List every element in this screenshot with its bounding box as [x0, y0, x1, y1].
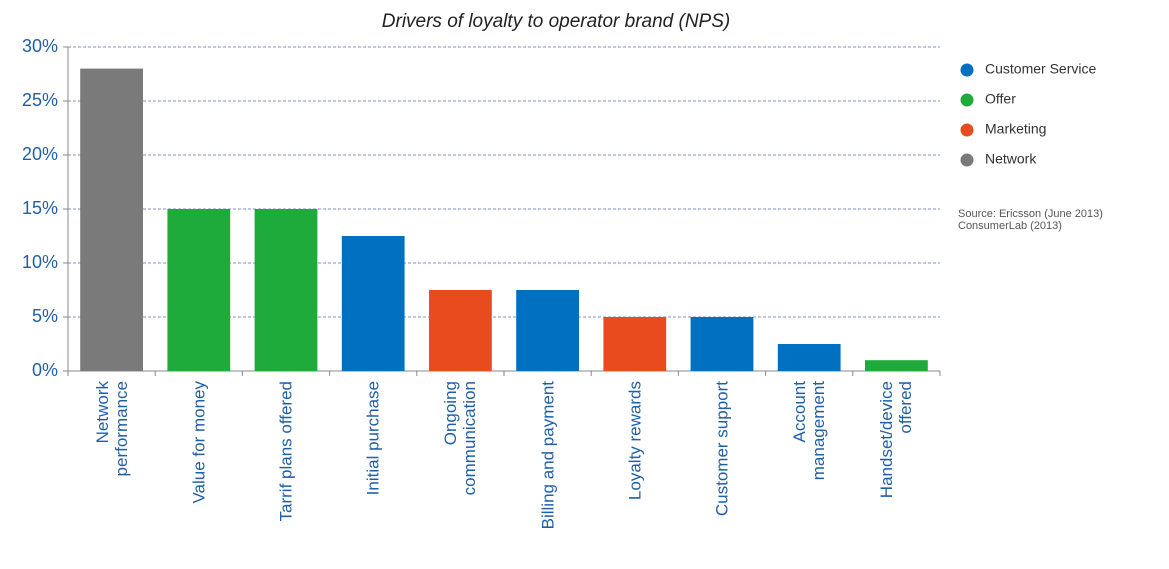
bar — [865, 360, 928, 371]
y-tick-label: 30% — [22, 36, 58, 56]
source-note: Source: Ericsson (June 2013) — [958, 208, 1103, 220]
x-tick-label: Tarrif plans offered — [276, 381, 296, 522]
y-tick-label: 0% — [32, 360, 58, 380]
y-tick-label: 10% — [22, 252, 58, 272]
y-tick-label: 20% — [22, 144, 58, 164]
x-tick-label: Loyalty rewards — [625, 381, 645, 501]
bar — [690, 317, 754, 371]
legend-label: Marketing — [985, 121, 1046, 137]
y-tick-label: 5% — [32, 306, 58, 326]
source-note: ConsumerLab (2013) — [958, 220, 1062, 232]
y-tick-label: 15% — [22, 198, 58, 218]
chart-title: Drivers of loyalty to operator brand (NP… — [382, 11, 730, 32]
bar — [429, 290, 492, 371]
x-tick-label: Customer support — [712, 381, 732, 517]
bar — [80, 68, 143, 371]
legend-swatch — [960, 123, 974, 137]
legend-label: Offer — [985, 91, 1016, 107]
x-tick-label: Ongoing communication — [441, 381, 480, 496]
x-tick-label: Initial purchase — [363, 381, 383, 496]
bar — [254, 209, 318, 371]
x-tick-label: Value for money — [189, 381, 209, 504]
legend-label: Customer Service — [985, 61, 1096, 77]
x-tick-label: Network performance — [92, 381, 131, 477]
bar — [167, 209, 231, 371]
y-tick-label: 25% — [22, 90, 58, 110]
x-tick-label: Billing and payment — [538, 381, 558, 530]
x-tick-label: Handset/device offered — [877, 381, 916, 499]
x-tick-label: Account management — [790, 381, 829, 481]
bar — [777, 344, 841, 371]
bar — [341, 236, 405, 371]
legend-swatch — [960, 63, 974, 77]
legend-swatch — [960, 153, 974, 167]
legend-label: Network — [985, 151, 1037, 167]
bar — [516, 290, 579, 371]
bar — [603, 317, 667, 371]
legend-swatch — [960, 93, 974, 107]
